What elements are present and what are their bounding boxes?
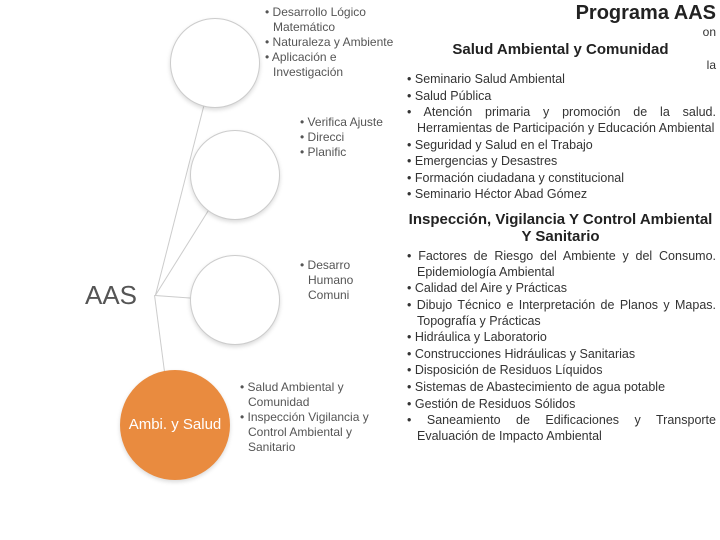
list-item: Seguridad y Salud en el Trabajo: [407, 138, 716, 154]
list-item: Disposición de Residuos Líquidos: [407, 363, 716, 379]
section1-title: Salud Ambiental y Comunidad: [405, 41, 716, 58]
aas-hub-label: AAS: [85, 280, 137, 311]
bullet-item: Verifica Ajuste: [300, 115, 395, 130]
bullet-item: Desarro Humano Comuni: [300, 258, 395, 303]
node-bullets-2: Verifica AjusteDirecciPlanific: [300, 115, 395, 160]
bullet-item: Naturaleza y Ambiente: [265, 35, 395, 50]
list-item: Saneamiento de Edificaciones y Transport…: [407, 413, 716, 444]
list-item: Seminario Salud Ambiental: [407, 72, 716, 88]
node-bullets-4: Salud Ambiental y ComunidadInspección Vi…: [240, 380, 370, 455]
bullet-item: Desarrollo Lógico Matemático: [265, 5, 395, 35]
list-item: Gestión de Residuos Sólidos: [407, 397, 716, 413]
bullet-item: Salud Ambiental y Comunidad: [240, 380, 370, 410]
right-panel: Programa AAS on Salud Ambiental y Comuni…: [405, 0, 720, 540]
list-item: Emergencias y Desastres: [407, 154, 716, 170]
node-bullets-3: Desarro Humano Comuni: [300, 258, 395, 303]
section2-list: Factores de Riesgo del Ambiente y del Co…: [405, 249, 716, 445]
list-item: Construcciones Hidráulicas y Sanitarias: [407, 347, 716, 363]
node-circle-3: [190, 255, 280, 345]
section2-title: Inspección, Vigilancia Y Control Ambient…: [405, 211, 716, 245]
bullet-item: Direcci: [300, 130, 395, 145]
bullet-item: Planific: [300, 145, 395, 160]
list-item: Factores de Riesgo del Ambiente y del Co…: [407, 249, 716, 280]
list-item: Sistemas de Abastecimiento de agua potab…: [407, 380, 716, 396]
ambi-label: Ambi. y Salud: [129, 416, 222, 433]
partial-text-side: la: [405, 58, 716, 72]
node-circle-2: [190, 130, 280, 220]
list-item: Hidráulica y Laboratorio: [407, 330, 716, 346]
list-item: Calidad del Aire y Prácticas: [407, 281, 716, 297]
bullet-item: Inspección Vigilancia y Control Ambienta…: [240, 410, 370, 455]
program-title: Programa AAS: [405, 2, 716, 25]
list-item: Atención primaria y promoción de la salu…: [407, 105, 716, 136]
node-circle-1: [170, 18, 260, 108]
section1-list: Seminario Salud AmbientalSalud PúblicaAt…: [405, 72, 716, 203]
partial-text-top: on: [405, 25, 716, 39]
bullet-item: Aplicación e Investigación: [265, 50, 395, 80]
list-item: Dibujo Técnico e Interpretación de Plano…: [407, 298, 716, 329]
ambi-salud-circle: Ambi. y Salud: [120, 370, 230, 480]
diagram-area: AAS Desarrollo Lógico MatemáticoNaturale…: [0, 0, 400, 540]
node-bullets-1: Desarrollo Lógico MatemáticoNaturaleza y…: [265, 5, 395, 80]
list-item: Formación ciudadana y constitucional: [407, 171, 716, 187]
list-item: Salud Pública: [407, 89, 716, 105]
list-item: Seminario Héctor Abad Gómez: [407, 187, 716, 203]
